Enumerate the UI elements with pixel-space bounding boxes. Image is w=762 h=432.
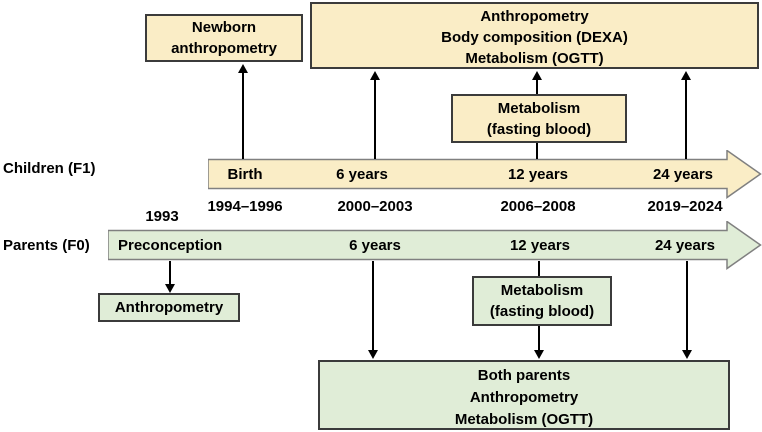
box-text-line: Both parents <box>477 367 571 384</box>
children-timeline-shape <box>208 150 762 199</box>
parents-milestone-12y: 12 years <box>509 237 571 254</box>
box-text-line: Body composition (DEXA) <box>441 29 628 46</box>
box-text-line: Anthropometry <box>480 8 589 25</box>
children-milestone-24y: 24 years <box>652 166 714 183</box>
children-followup-box: Anthropometry Body composition (DEXA) Me… <box>310 2 759 69</box>
children-milestone-birth: Birth <box>227 166 263 183</box>
parents-milestone-preconception: Preconception <box>118 237 223 254</box>
box-text-line: (fasting blood) <box>489 303 595 320</box>
children-milestone-6y: 6 years <box>336 166 388 183</box>
parents-metabolism-box: Metabolism (fasting blood) <box>472 276 612 326</box>
children-milestone-12y: 12 years <box>507 166 569 183</box>
year-label-2019-2024: 2019–2024 <box>647 198 723 215</box>
parents-generation-label: Parents (F0) <box>3 237 90 254</box>
children-timeline-arrow <box>208 150 762 199</box>
year-label-2006-2008: 2006–2008 <box>500 198 576 215</box>
parents-timeline-arrow <box>108 221 762 270</box>
children-metabolism-box: Metabolism (fasting blood) <box>451 94 627 143</box>
box-text-line: Anthropometry <box>469 389 579 406</box>
year-label-2000-2003: 2000–2003 <box>337 198 413 215</box>
parents-milestone-24y: 24 years <box>654 237 716 254</box>
box-text-line: Metabolism (OGTT) <box>465 50 604 67</box>
box-text-line: Metabolism <box>497 100 581 117</box>
parents-timeline-shape <box>108 221 762 270</box>
box-text-line: (fasting blood) <box>486 121 592 138</box>
box-text-line: Metabolism (OGTT) <box>454 411 594 428</box>
parents-milestone-6y: 6 years <box>349 237 401 254</box>
children-generation-label: Children (F1) <box>3 160 96 177</box>
newborn-anthropometry-box: Newborn anthropometry <box>145 14 303 62</box>
box-text-line: anthropometry <box>171 40 277 57</box>
year-label-1994-1996: 1994–1996 <box>207 198 283 215</box>
box-text-line: Metabolism <box>500 282 584 299</box>
year-label-1993: 1993 <box>145 208 179 225</box>
parents-anthropometry-box: Anthropometry <box>98 293 240 322</box>
parents-followup-box: Both parents Anthropometry Metabolism (O… <box>318 360 730 430</box>
box-text-line: Anthropometry <box>114 299 224 316</box>
box-text-line: Newborn <box>191 19 257 36</box>
